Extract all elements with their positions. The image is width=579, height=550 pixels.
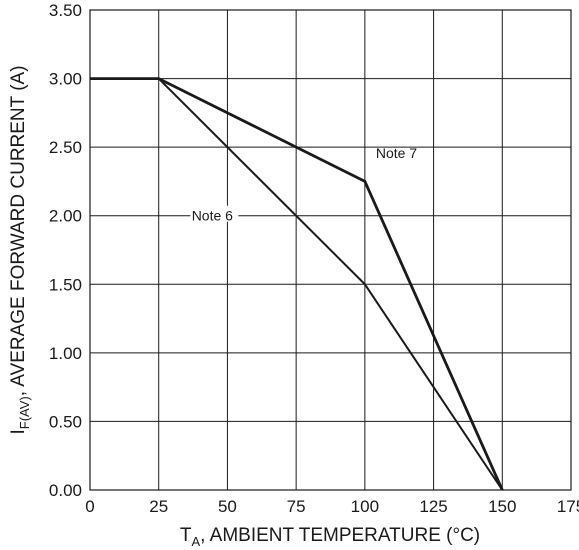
- y-tick-label: 1.00: [49, 344, 82, 363]
- series-lines: [90, 77, 504, 491]
- y-tick-label: 0.00: [49, 481, 82, 500]
- y-tick-labels: 0.00 0.50 1.00 1.50 2.00 2.50 3.00 3.50: [49, 1, 82, 500]
- x-tick-label: 50: [218, 497, 237, 516]
- note-7-label: Note 7: [376, 145, 417, 161]
- y-tick-label: 0.50: [49, 412, 82, 431]
- y-tick-label: 3.50: [49, 1, 82, 20]
- series-line-note-6: [90, 77, 504, 491]
- x-tick-label: 25: [149, 497, 168, 516]
- y-tick-label: 3.00: [49, 70, 82, 89]
- x-tick-label: 100: [351, 497, 379, 516]
- y-tick-label: 1.50: [49, 275, 82, 294]
- x-tick-label: 125: [419, 497, 447, 516]
- note-6-label: Note 6: [192, 208, 233, 224]
- grid: [89, 9, 572, 491]
- x-tick-label: 75: [287, 497, 306, 516]
- note-6-label-bg: [190, 205, 239, 222]
- y-tick-label: 2.00: [49, 207, 82, 226]
- x-tick-label: 0: [85, 497, 94, 516]
- x-tick-labels: 0 25 50 75 100 125 150 175: [85, 497, 579, 516]
- x-tick-label: 175: [557, 497, 579, 516]
- y-axis-title: IF(AV), AVERAGE FORWARD CURRENT (A): [8, 65, 32, 434]
- annotations: Note 7 Note 6: [190, 145, 417, 224]
- x-tick-label: 150: [488, 497, 516, 516]
- plot-frame: [89, 9, 572, 491]
- x-axis-title: TA, AMBIENT TEMPERATURE (°C): [180, 525, 480, 549]
- y-tick-label: 2.50: [49, 138, 82, 157]
